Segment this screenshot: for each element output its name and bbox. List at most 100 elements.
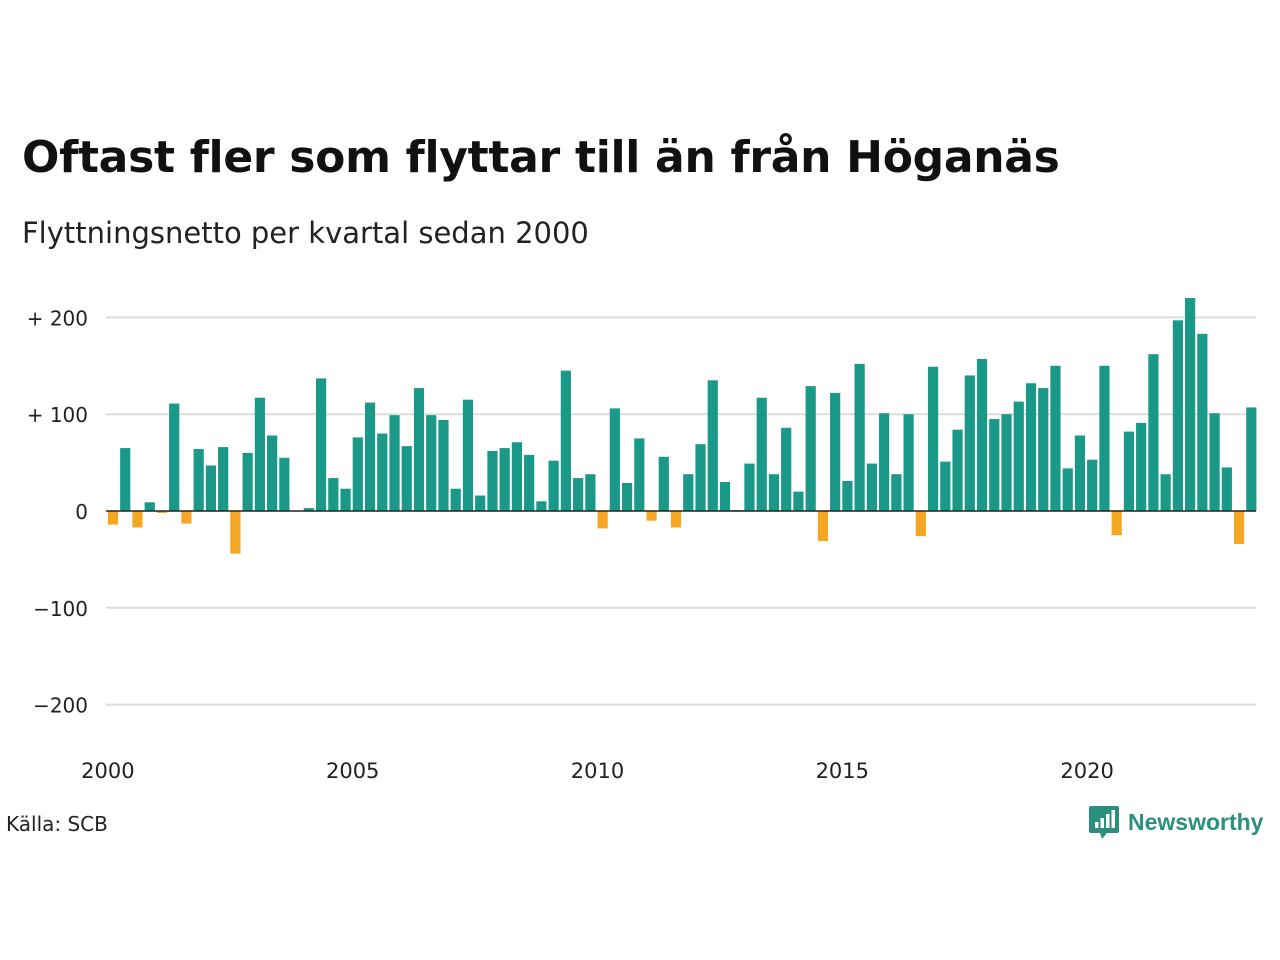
bar-2020-k1 xyxy=(1087,459,1098,511)
bar-2013-k2 xyxy=(756,397,767,511)
bar-2010-k2 xyxy=(609,408,620,511)
bar-2023-k1 xyxy=(1233,511,1245,544)
bar-2021-k3 xyxy=(1160,474,1171,511)
gridlines xyxy=(106,316,1256,706)
bar-2004-k4 xyxy=(340,488,351,511)
bar-2005-k1 xyxy=(352,437,363,511)
bar-2010-k1 xyxy=(597,511,608,529)
bar-2022-k2 xyxy=(1197,333,1208,511)
bar-2020-k3 xyxy=(1111,511,1122,536)
bar-2012-k2 xyxy=(707,380,718,511)
bar-2004-k1 xyxy=(303,508,314,511)
bar-2016-k4 xyxy=(927,366,939,511)
bar-2021-k1 xyxy=(1136,422,1147,511)
x-tick-label: 2005 xyxy=(326,759,379,783)
y-tick-label: + 100 xyxy=(27,403,88,427)
bar-2022-k3 xyxy=(1209,413,1220,511)
bar-2023-k2 xyxy=(1246,407,1257,511)
x-tick-label: 2000 xyxy=(81,759,134,783)
axes: + 200 + 100 0 −100 −200 2000 2005 2010 2015 2020 xyxy=(27,306,1256,783)
bar-2003-k2 xyxy=(267,435,278,511)
bar-2013-k4 xyxy=(781,427,792,511)
bar-2003-k3 xyxy=(279,457,290,511)
bar-2012-k3 xyxy=(719,481,731,511)
bar-2019-k1 xyxy=(1038,388,1049,511)
newsworthy-logo-icon xyxy=(1089,806,1119,839)
bar-2006-k1 xyxy=(401,446,412,511)
bar-2017-k3 xyxy=(964,375,975,511)
bar-2006-k4 xyxy=(438,420,449,511)
bar-2005-k2 xyxy=(364,402,376,511)
bar-2000-k3 xyxy=(132,511,143,528)
bar-2015-k2 xyxy=(854,363,865,511)
bar-2011-k3 xyxy=(670,511,682,528)
bar-chart: + 200 + 100 0 −100 −200 2000 2005 2010 2015 2020 xyxy=(27,298,1257,783)
bar-2015-k1 xyxy=(842,480,853,511)
bar-2011-k1 xyxy=(646,511,657,521)
chart-subtitle: Flyttningsnetto per kvartal sedan 2000 xyxy=(22,216,589,250)
bar-2020-k2 xyxy=(1099,365,1110,511)
bar-2001-k2 xyxy=(169,403,180,511)
bar-2006-k3 xyxy=(426,415,437,511)
bar-2014-k3 xyxy=(817,511,829,542)
brand: Newsworthy xyxy=(1088,804,1263,840)
bar-2002-k2 xyxy=(218,447,229,511)
bar-2019-k3 xyxy=(1062,468,1073,511)
chart-title: Oftast fler som flyttar till än från Hög… xyxy=(22,132,1060,183)
bar-2013-k1 xyxy=(744,463,755,511)
bar-2012-k1 xyxy=(695,444,706,511)
bar-2009-k3 xyxy=(573,478,584,511)
x-tick-label: 2020 xyxy=(1060,759,1113,783)
bar-2011-k4 xyxy=(683,474,694,511)
bar-2010-k4 xyxy=(634,438,645,511)
bar-2005-k4 xyxy=(389,415,400,511)
bar-2007-k4 xyxy=(487,450,498,511)
bar-2001-k3 xyxy=(181,511,192,524)
bar-2002-k4 xyxy=(242,452,253,511)
bar-2006-k2 xyxy=(413,388,425,511)
bars xyxy=(107,298,1257,554)
bar-2009-k1 xyxy=(548,460,559,511)
bar-2008-k2 xyxy=(511,442,523,511)
bar-2003-k1 xyxy=(254,397,265,511)
bar-2004-k2 xyxy=(315,378,327,511)
bar-2000-k4 xyxy=(144,502,155,511)
bar-2022-k4 xyxy=(1221,467,1232,511)
bar-2011-k2 xyxy=(658,456,669,511)
bar-2022-k1 xyxy=(1185,298,1196,511)
bar-2010-k3 xyxy=(621,482,633,511)
bar-2000-k1 xyxy=(107,511,119,525)
y-tick-label: −100 xyxy=(33,597,88,621)
bar-2007-k3 xyxy=(475,495,486,511)
bar-2000-k2 xyxy=(120,448,131,511)
bar-2015-k4 xyxy=(879,413,890,511)
bar-2018-k2 xyxy=(1001,414,1012,511)
source-note: Källa: SCB xyxy=(6,812,108,836)
bar-2018-k3 xyxy=(1013,401,1024,511)
bar-2009-k4 xyxy=(585,474,596,511)
bar-2016-k3 xyxy=(915,511,926,537)
bar-2017-k1 xyxy=(940,461,951,511)
bar-2013-k3 xyxy=(768,474,780,511)
y-tick-label: 0 xyxy=(75,500,88,524)
bar-2020-k4 xyxy=(1123,431,1135,511)
bar-2017-k2 xyxy=(952,429,963,511)
bar-2001-k4 xyxy=(193,449,204,511)
bar-2021-k2 xyxy=(1148,354,1159,511)
bar-2019-k4 xyxy=(1074,435,1086,511)
bar-2009-k2 xyxy=(560,370,571,511)
bar-2008-k4 xyxy=(536,501,547,511)
y-tick-label: −200 xyxy=(33,694,88,718)
bar-2014-k2 xyxy=(805,386,816,511)
bar-2016-k2 xyxy=(903,414,914,511)
bar-2002-k3 xyxy=(230,511,241,554)
x-tick-label: 2010 xyxy=(571,759,624,783)
bar-2004-k3 xyxy=(328,478,339,511)
bar-2018-k1 xyxy=(989,419,1000,511)
bar-2002-k1 xyxy=(205,465,217,511)
bar-2021-k4 xyxy=(1172,320,1183,511)
bar-2018-k4 xyxy=(1025,383,1037,511)
bar-2014-k4 xyxy=(830,392,841,511)
bar-2016-k1 xyxy=(891,474,902,511)
bar-2015-k3 xyxy=(866,463,877,511)
